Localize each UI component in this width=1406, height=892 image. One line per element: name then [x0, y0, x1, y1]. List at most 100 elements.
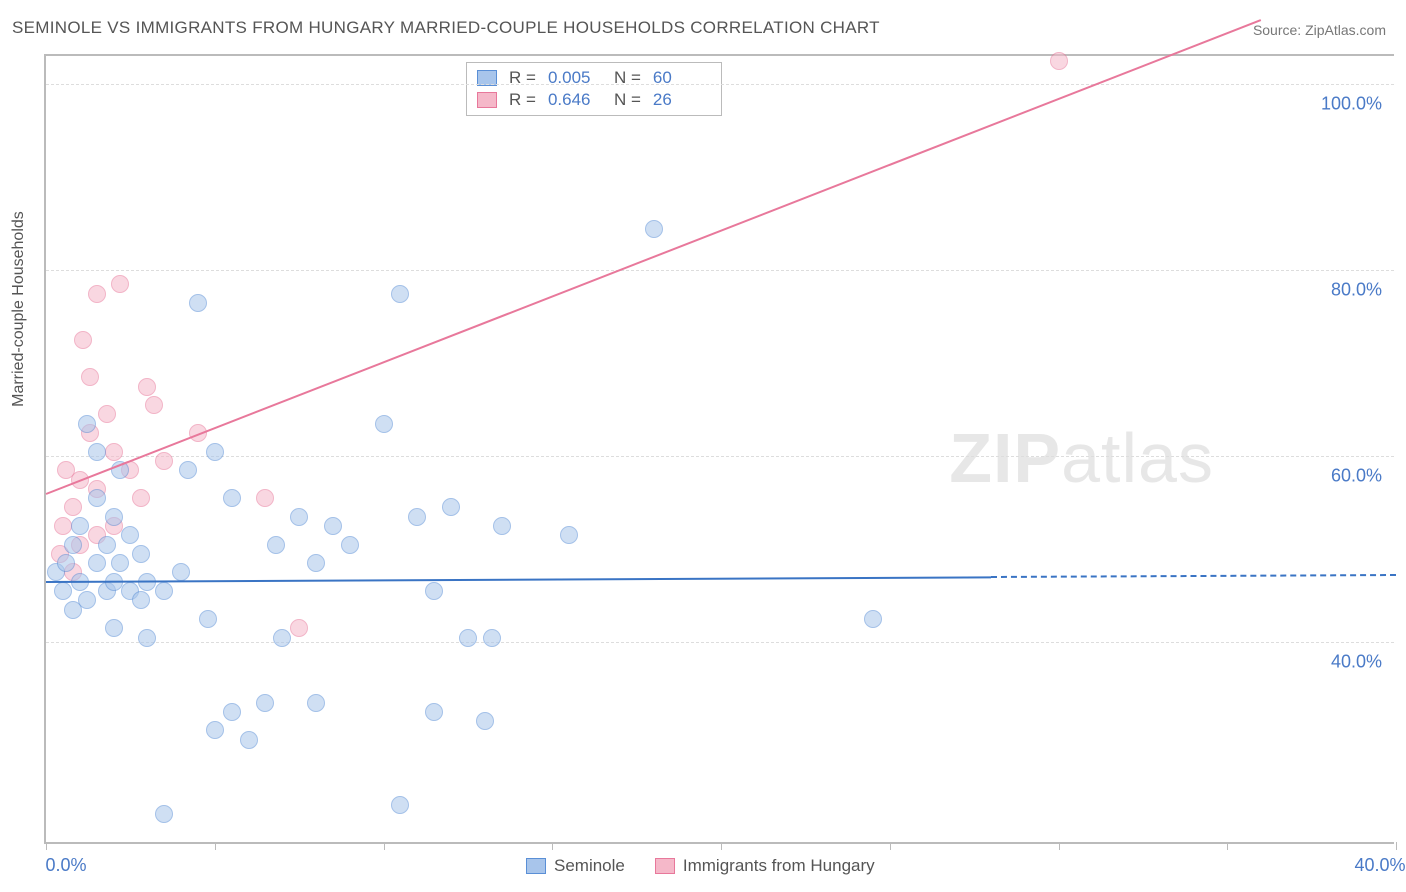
dot-series-a: [179, 461, 197, 479]
dot-series-a: [172, 563, 190, 581]
dot-series-b: [145, 396, 163, 414]
swatch-series-b: [477, 92, 497, 108]
watermark-zip: ZIP: [949, 419, 1061, 497]
dot-series-a: [199, 610, 217, 628]
dot-series-a: [206, 721, 224, 739]
dot-series-a: [155, 582, 173, 600]
dot-series-a: [645, 220, 663, 238]
dot-series-a: [560, 526, 578, 544]
dot-series-a: [105, 508, 123, 526]
dot-series-a: [98, 536, 116, 554]
dot-series-a: [459, 629, 477, 647]
y-axis-label: Married-couple Households: [10, 211, 28, 407]
dot-series-a: [307, 554, 325, 572]
x-tick: [890, 842, 891, 850]
x-tick: [46, 842, 47, 850]
dot-series-b: [88, 285, 106, 303]
dot-series-a: [476, 712, 494, 730]
dot-series-a: [408, 508, 426, 526]
legend-n-b: 26: [653, 90, 707, 110]
dot-series-a: [189, 294, 207, 312]
dot-series-b: [256, 489, 274, 507]
x-tick: [384, 842, 385, 850]
y-tick-label: 80.0%: [1331, 279, 1382, 300]
legend-correlation: R = 0.005 N = 60 R = 0.646 N = 26: [466, 62, 722, 116]
swatch-series-a-icon: [526, 858, 546, 874]
watermark: ZIPatlas: [949, 418, 1214, 498]
dot-series-a: [256, 694, 274, 712]
dot-series-a: [155, 805, 173, 823]
watermark-atlas: atlas: [1061, 419, 1214, 497]
x-tick-label: 40.0%: [1354, 855, 1405, 876]
gridline: [46, 456, 1394, 457]
legend-label-a: Seminole: [554, 856, 625, 876]
dot-series-a: [425, 582, 443, 600]
x-tick: [721, 842, 722, 850]
dot-series-a: [132, 545, 150, 563]
dot-series-a: [121, 526, 139, 544]
dot-series-a: [240, 731, 258, 749]
gridline: [46, 84, 1394, 85]
chart-plot-area: ZIPatlas R = 0.005 N = 60 R = 0.646 N = …: [44, 54, 1394, 844]
dot-series-a: [273, 629, 291, 647]
x-tick-label: 0.0%: [45, 855, 86, 876]
dot-series-a: [290, 508, 308, 526]
dot-series-a: [88, 489, 106, 507]
gridline: [46, 270, 1394, 271]
legend-n-label: N =: [614, 68, 641, 88]
dot-series-a: [54, 582, 72, 600]
legend-r-label: R =: [509, 90, 536, 110]
x-tick: [552, 842, 553, 850]
dot-series-a: [391, 285, 409, 303]
chart-title: SEMINOLE VS IMMIGRANTS FROM HUNGARY MARR…: [12, 18, 880, 38]
dot-series-a: [307, 694, 325, 712]
dot-series-a: [483, 629, 501, 647]
dot-series-b: [54, 517, 72, 535]
dot-series-b: [105, 443, 123, 461]
legend-n-label: N =: [614, 90, 641, 110]
dot-series-a: [425, 703, 443, 721]
x-tick: [1059, 842, 1060, 850]
legend-row-a: R = 0.005 N = 60: [477, 67, 707, 89]
dot-series-a: [341, 536, 359, 554]
legend-series: Seminole Immigrants from Hungary: [526, 856, 875, 876]
source-label: Source: ZipAtlas.com: [1253, 22, 1386, 38]
dot-series-a: [78, 415, 96, 433]
y-tick-label: 60.0%: [1331, 465, 1382, 486]
legend-r-b: 0.646: [548, 90, 602, 110]
legend-label-b: Immigrants from Hungary: [683, 856, 875, 876]
dot-series-a: [111, 554, 129, 572]
trendline-a-dash: [991, 574, 1396, 578]
dot-series-a: [223, 703, 241, 721]
x-tick: [1227, 842, 1228, 850]
dot-series-a: [88, 443, 106, 461]
dot-series-b: [64, 498, 82, 516]
dot-series-a: [105, 619, 123, 637]
dot-series-a: [78, 591, 96, 609]
dot-series-a: [132, 591, 150, 609]
legend-item-a: Seminole: [526, 856, 625, 876]
dot-series-a: [71, 517, 89, 535]
dot-series-b: [138, 378, 156, 396]
dot-series-a: [324, 517, 342, 535]
x-tick: [1396, 842, 1397, 850]
dot-series-a: [442, 498, 460, 516]
dot-series-b: [74, 331, 92, 349]
swatch-series-b-icon: [655, 858, 675, 874]
dot-series-b: [290, 619, 308, 637]
dot-series-a: [375, 415, 393, 433]
dot-series-b: [155, 452, 173, 470]
y-tick-label: 100.0%: [1321, 93, 1382, 114]
legend-item-b: Immigrants from Hungary: [655, 856, 875, 876]
dot-series-a: [64, 536, 82, 554]
dot-series-a: [864, 610, 882, 628]
dot-series-a: [138, 629, 156, 647]
dot-series-b: [1050, 52, 1068, 70]
dot-series-a: [206, 443, 224, 461]
dot-series-a: [57, 554, 75, 572]
dot-series-a: [267, 536, 285, 554]
dot-series-b: [81, 368, 99, 386]
gridline: [46, 642, 1394, 643]
dot-series-a: [493, 517, 511, 535]
dot-series-b: [98, 405, 116, 423]
